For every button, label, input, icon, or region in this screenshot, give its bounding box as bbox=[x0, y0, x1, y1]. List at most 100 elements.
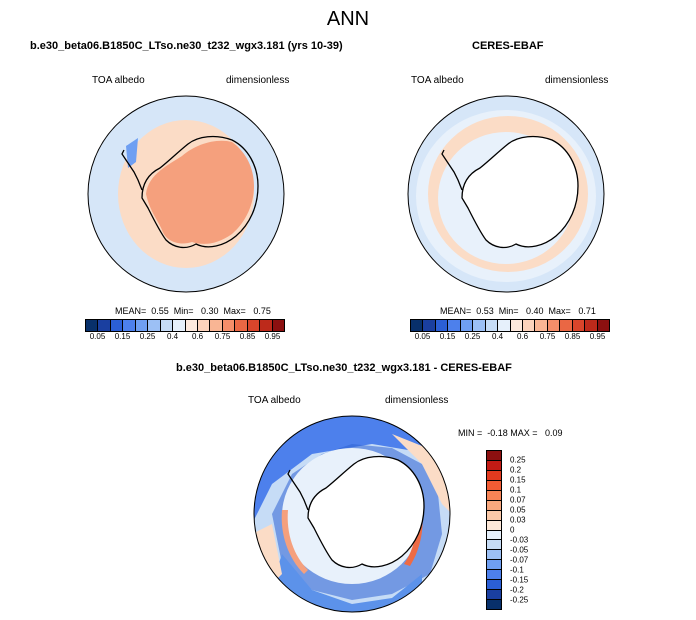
salmon-band bbox=[281, 510, 308, 574]
colorbar1-tick-label: 0.75 bbox=[214, 332, 231, 341]
antarctica-interior bbox=[146, 140, 254, 244]
colorbar1-swatch bbox=[86, 320, 99, 331]
colorbar3-swatch bbox=[487, 470, 501, 481]
colorbar3-tick-label: 0.2 bbox=[510, 465, 522, 475]
panel2-units: dimensionless bbox=[545, 75, 609, 86]
colorbar3-swatch bbox=[487, 520, 501, 531]
colorbar1-tick-label: 0.05 bbox=[89, 332, 106, 341]
colorbar1-swatch bbox=[210, 320, 223, 331]
colorbar1-tick-label: 0.15 bbox=[114, 332, 131, 341]
colorbar1-tick-label: 0.25 bbox=[139, 332, 156, 341]
colorbar1-swatch bbox=[98, 320, 111, 331]
colorbar3-swatch bbox=[487, 580, 501, 591]
colorbar3-tick-label: -0.07 bbox=[510, 555, 529, 565]
colorbar3-tick-label: -0.15 bbox=[510, 575, 529, 585]
colorbar1-tick-label: 0.6 bbox=[191, 332, 204, 341]
colorbar1-swatch bbox=[185, 320, 198, 331]
figure-title: ANN bbox=[326, 8, 370, 30]
panel3-colorbar: 0.25 0.2 0.15 0.1 0.07 0.05 0.03 0 -0.03 -0.05 -0.… bbox=[486, 450, 546, 610]
colorbar2-swatch bbox=[597, 320, 609, 331]
colorbar3-swatch bbox=[487, 590, 501, 601]
panel2-variable: TOA albedo bbox=[411, 75, 464, 86]
colorbar2-tick-label: 0.25 bbox=[464, 332, 481, 341]
colorbar1-tick-label: 0.85 bbox=[239, 332, 256, 341]
colorbar3-swatch bbox=[487, 550, 501, 561]
colorbar3-tick-label: 0.03 bbox=[510, 515, 526, 525]
panel2-stats: MEAN= 0.53 Min= 0.40 Max= 0.71 bbox=[440, 306, 596, 316]
colorbar2-swatch bbox=[435, 320, 449, 331]
colorbar3-tick-label: -0.1 bbox=[510, 565, 524, 575]
colorbar3-swatch bbox=[487, 560, 501, 571]
colorbar1-swatch bbox=[110, 320, 124, 331]
colorbar2-tick-label: 0.05 bbox=[414, 332, 431, 341]
colorbar1-tick-label: 0.4 bbox=[166, 332, 179, 341]
panel1-map bbox=[87, 95, 285, 293]
colorbar1-swatch bbox=[148, 320, 161, 331]
antarctica-blank bbox=[462, 136, 578, 248]
colorbar2-swatch bbox=[560, 320, 573, 331]
map-border bbox=[87, 95, 285, 293]
blue-south bbox=[272, 554, 422, 612]
panel1-units: dimensionless bbox=[226, 75, 290, 86]
colorbar2-swatch bbox=[535, 320, 548, 331]
colorbar3-swatch bbox=[487, 600, 501, 609]
map-border bbox=[407, 95, 605, 293]
panel3-variable: TOA albedo bbox=[248, 395, 301, 406]
colorbar3-swatch bbox=[487, 480, 501, 491]
panel2-map bbox=[407, 95, 605, 293]
colorbar2-swatch bbox=[547, 320, 561, 331]
colorbar1-swatch bbox=[222, 320, 236, 331]
colorbar3-swatch bbox=[487, 570, 501, 581]
colorbar2-swatch bbox=[522, 320, 536, 331]
antarctica-coastline bbox=[441, 135, 579, 249]
colorbar1-swatch bbox=[197, 320, 211, 331]
colorbar2-swatch bbox=[572, 320, 586, 331]
colorbar3-tick-label: -0.25 bbox=[510, 595, 529, 605]
antarctica-coastline bbox=[287, 455, 425, 569]
colorbar1-swatch bbox=[235, 320, 248, 331]
panel1-stats: MEAN= 0.55 Min= 0.30 Max= 0.75 bbox=[115, 306, 271, 316]
colorbar3-tick-label: 0.25 bbox=[510, 455, 526, 465]
colorbar2-tick-label: 0.75 bbox=[539, 332, 556, 341]
colorbar3-swatch bbox=[487, 460, 501, 471]
panel3-units: dimensionless bbox=[385, 395, 449, 406]
colorbar2-swatch bbox=[423, 320, 436, 331]
colorbar3-tick-label: 0.05 bbox=[510, 505, 526, 515]
colorbar3-tick-label: 0.15 bbox=[510, 475, 526, 485]
colorbar1-swatch bbox=[160, 320, 174, 331]
colorbar3-tick-label: -0.05 bbox=[510, 545, 529, 555]
colorbar2-swatch bbox=[485, 320, 499, 331]
colorbar3-tick-label: -0.2 bbox=[510, 585, 524, 595]
panel1-variable: TOA albedo bbox=[92, 75, 145, 86]
colorbar2-swatch bbox=[585, 320, 598, 331]
colorbar3-tick-label: 0 bbox=[510, 525, 515, 535]
colorbar2-swatch bbox=[498, 320, 511, 331]
panel3-title: b.e30_beta06.B1850C_LTso.ne30_t232_wgx3.… bbox=[176, 362, 512, 374]
colorbar2-swatch bbox=[460, 320, 474, 331]
colorbar1-swatch bbox=[123, 320, 136, 331]
colorbar3-tick-label: 0.07 bbox=[510, 495, 526, 505]
panel2-title: CERES-EBAF bbox=[472, 40, 544, 52]
colorbar3-swatch bbox=[487, 510, 501, 521]
colorbar2-tick-label: 0.6 bbox=[516, 332, 529, 341]
colorbar2-swatch bbox=[411, 320, 424, 331]
map-border bbox=[253, 415, 451, 613]
panel3-map bbox=[253, 415, 451, 613]
colorbar3-tick-label: -0.03 bbox=[510, 535, 529, 545]
colorbar3-tick-label: 0.1 bbox=[510, 485, 522, 495]
colorbar1-swatch bbox=[173, 320, 186, 331]
colorbar3-swatch bbox=[487, 540, 501, 551]
colorbar1-tick-label: 0.95 bbox=[264, 332, 281, 341]
colorbar3-swatch bbox=[487, 500, 501, 511]
panel2-colorbar: 0.05 0.15 0.25 0.4 0.6 0.75 0.85 0.95 bbox=[410, 319, 610, 344]
panel1-colorbar: 0.05 0.15 0.25 0.4 0.6 0.75 0.85 0.95 bbox=[85, 319, 285, 344]
antarctica-blank bbox=[308, 456, 424, 568]
colorbar1-swatch bbox=[135, 320, 149, 331]
colorbar2-tick-label: 0.85 bbox=[564, 332, 581, 341]
colorbar3-swatch bbox=[487, 490, 501, 501]
colorbar3-swatch bbox=[487, 451, 501, 461]
colorbar2-swatch bbox=[448, 320, 461, 331]
colorbar1-swatch bbox=[272, 320, 284, 331]
panel3-stats: MIN = -0.18 MAX = 0.09 bbox=[458, 428, 563, 438]
colorbar2-swatch bbox=[473, 320, 486, 331]
